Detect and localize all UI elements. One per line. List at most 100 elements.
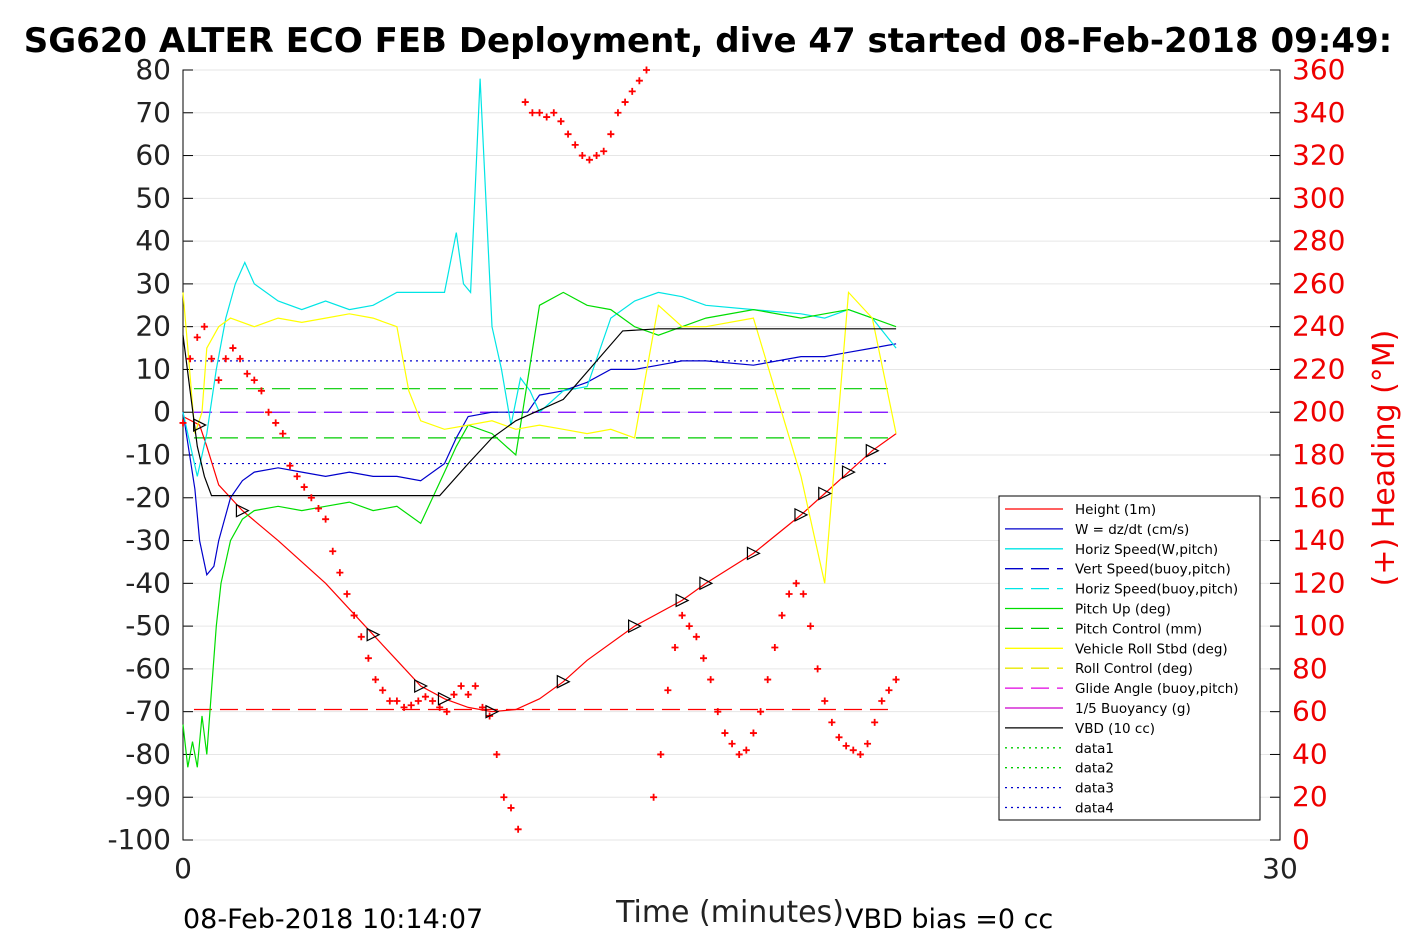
heading-marker [785, 590, 793, 598]
heading-marker [507, 804, 515, 812]
heading-marker [864, 740, 872, 748]
y-right-tick-label: 120 [1292, 566, 1345, 599]
heading-marker [229, 344, 237, 352]
dive-marker-triangle [865, 443, 880, 458]
legend-label: W = dz/dt (cm/s) [1075, 522, 1189, 538]
x-tick-label: 0 [174, 852, 192, 885]
heading-marker [500, 793, 508, 801]
y-right-tick-label: 360 [1292, 53, 1345, 86]
heading-marker [436, 703, 444, 711]
heading-marker [493, 750, 501, 758]
heading-marker [543, 113, 551, 121]
heading-marker [272, 419, 280, 427]
heading-marker [357, 633, 365, 641]
dive-marker-triangle [414, 679, 429, 693]
dive-marker-triangle [675, 593, 690, 608]
y-right-tick-label: 340 [1292, 96, 1345, 129]
heading-marker [329, 547, 337, 555]
legend-label: Horiz Speed(W,pitch) [1075, 542, 1218, 558]
y-tick-label: 0 [153, 395, 171, 428]
legend-label: Vehicle Roll Stbd (deg) [1075, 641, 1228, 657]
legend-label: data3 [1075, 781, 1114, 797]
reference-lines [193, 360, 889, 711]
series-w [182, 343, 897, 577]
dive-marker-triangle [794, 507, 809, 522]
y-right-tick-label: 40 [1292, 737, 1328, 770]
legend-label: Pitch Up (deg) [1075, 602, 1171, 618]
heading-marker [386, 697, 394, 705]
heading-marker [671, 644, 679, 651]
dive-marker-triangle [841, 465, 856, 480]
heading-marker [457, 682, 465, 690]
y-right-tick-label: 300 [1292, 181, 1345, 214]
heading-marker [471, 682, 479, 690]
y-tick-label: -40 [125, 566, 171, 599]
heading-marker [678, 611, 686, 619]
legend-label: Horiz Speed(buoy,pitch) [1075, 582, 1238, 598]
heading-marker [557, 117, 565, 125]
heading-marker [222, 355, 230, 363]
y-right-tick-label: 60 [1292, 695, 1328, 728]
dive-marker-triangle [627, 619, 642, 634]
heading-marker [372, 676, 380, 684]
heading-marker [208, 355, 216, 363]
legend-label: 1/5 Buoyancy (g) [1075, 701, 1191, 717]
heading-marker [521, 98, 529, 106]
y-right-tick-label: 220 [1292, 352, 1345, 385]
legend-box [998, 495, 1261, 821]
heading-marker [578, 152, 586, 160]
heading-marker [799, 590, 807, 598]
y-tick-label: 70 [135, 96, 171, 129]
heading-marker [265, 408, 273, 416]
heading-marker [849, 746, 857, 754]
heading-marker [692, 633, 700, 641]
heading-marker [600, 147, 608, 155]
y-right-tick-label: 140 [1292, 524, 1345, 557]
heading-marker [407, 701, 415, 709]
y-tick-label: -90 [125, 780, 171, 813]
heading-marker [806, 622, 814, 630]
legend-label: data2 [1075, 761, 1114, 777]
heading-marker [429, 697, 437, 705]
heading-marker [735, 750, 743, 758]
heading-marker [856, 750, 864, 758]
heading-marker [464, 691, 472, 699]
heading-marker [293, 472, 301, 480]
y-axis-left: 80 70 60 50 40 30 20 10 0 -10 -20 -30 -40 -50 -60 -70 -8… [107, 53, 193, 856]
heading-marker [700, 654, 708, 662]
y-tick-label: -80 [125, 737, 171, 770]
heading-marker [650, 793, 658, 801]
heading-marker [536, 109, 544, 117]
heading-marker [764, 676, 772, 684]
heading-marker [186, 355, 194, 363]
heading-marker [528, 109, 536, 117]
heading-marker [707, 676, 715, 684]
heading-marker [792, 579, 800, 587]
heading-marker [300, 483, 308, 491]
legend-label: Roll Control (deg) [1075, 661, 1193, 677]
heading-marker [885, 686, 893, 694]
heading-marker [628, 87, 636, 95]
heading-marker [236, 355, 244, 363]
y-tick-label: 10 [135, 352, 171, 385]
series-vbd [182, 328, 897, 497]
heading-marker [892, 676, 900, 684]
chart-title: SG620 ALTER ECO FEB Deployment, dive 47 … [24, 21, 1393, 61]
legend-label: data4 [1075, 801, 1114, 817]
heading-marker [364, 654, 372, 662]
heading-marker [771, 644, 779, 651]
x-axis-label: Time (minutes) [615, 895, 844, 930]
y-right-tick-label: 200 [1292, 395, 1345, 428]
y-tick-label: 40 [135, 224, 171, 257]
heading-marker [243, 370, 251, 378]
heading-marker [564, 130, 572, 138]
y-axis-right-label: (+) Heading (°M) [1367, 330, 1402, 587]
y-tick-label: 50 [135, 181, 171, 214]
heading-marker [336, 569, 344, 577]
y-right-tick-label: 100 [1292, 609, 1345, 642]
y-tick-label: -60 [125, 652, 171, 685]
legend-label: Pitch Control (mm) [1075, 621, 1202, 637]
heading-marker [828, 718, 836, 726]
heading-marker [728, 740, 736, 748]
y-tick-label: -100 [107, 823, 171, 856]
